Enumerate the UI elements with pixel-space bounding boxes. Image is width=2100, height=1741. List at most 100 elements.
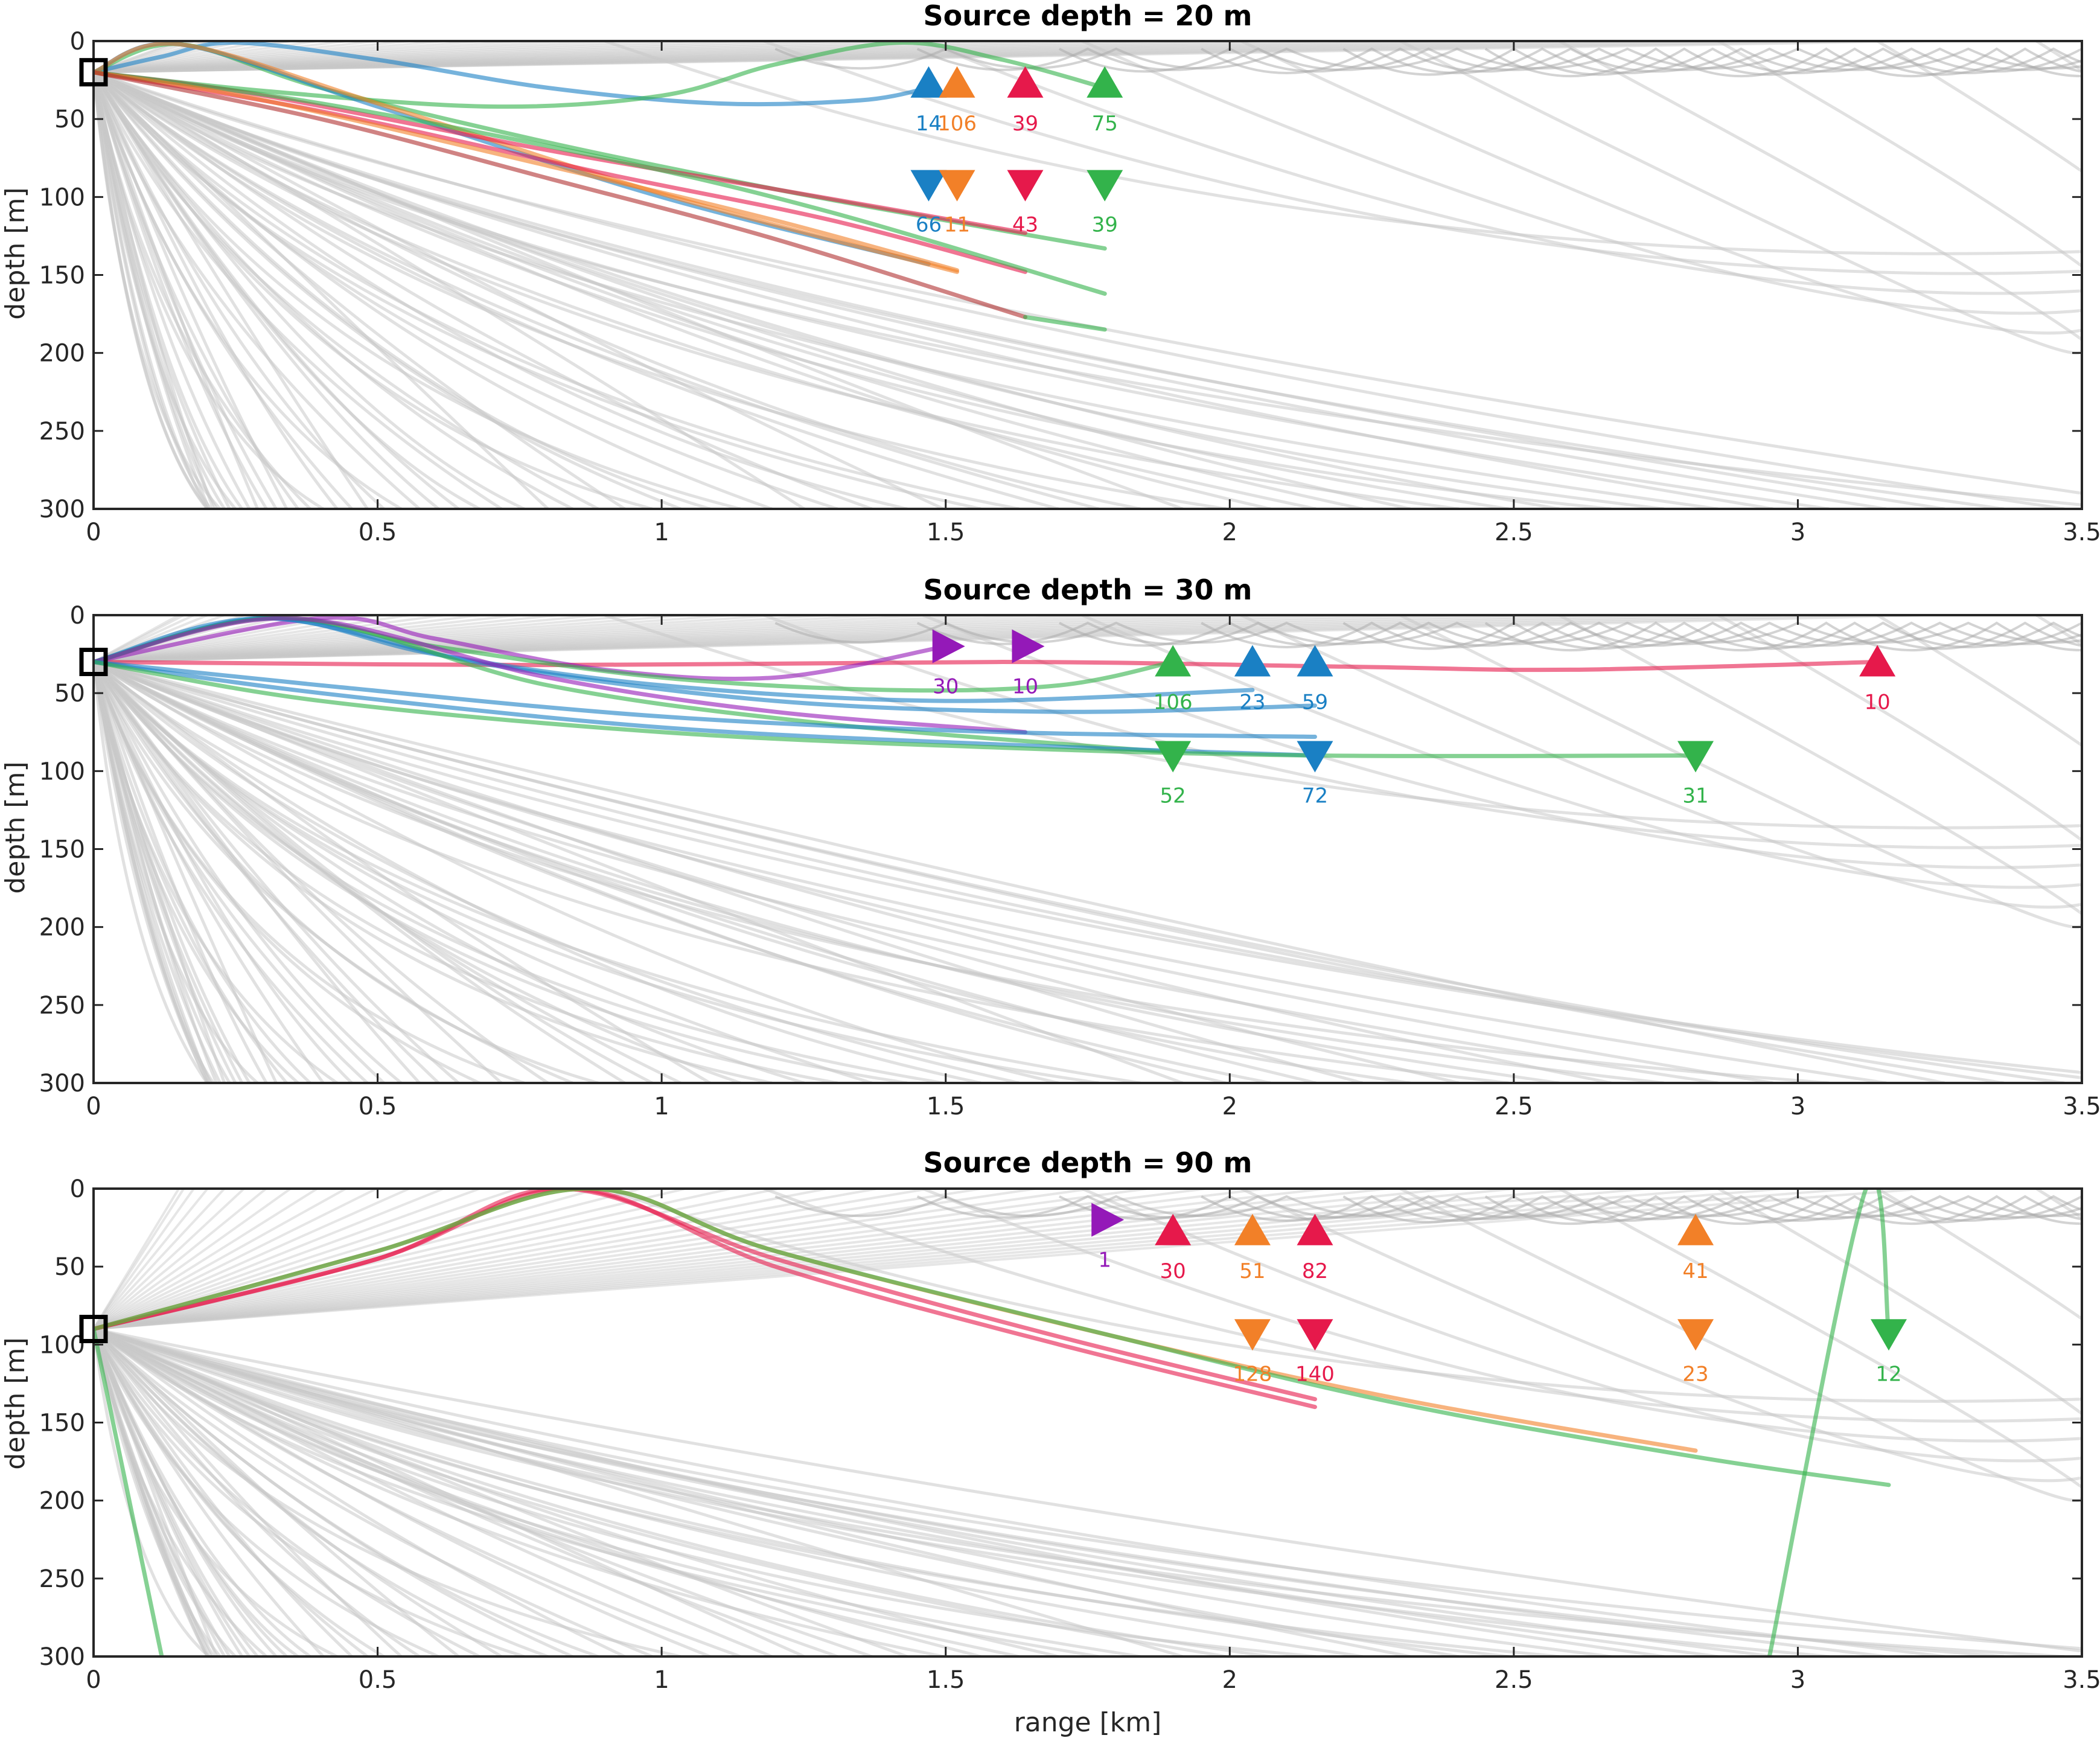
- background-ray: [94, 71, 503, 509]
- background-ray: [94, 1328, 439, 1656]
- background-ray: [94, 1328, 385, 1656]
- background-ray: [94, 660, 1612, 1083]
- background-ray: [94, 1328, 525, 1656]
- background-ray: [94, 1327, 1560, 1656]
- background-ray: [94, 71, 741, 509]
- background-ray: [94, 1189, 318, 1331]
- background-ray: [94, 1327, 1020, 1656]
- receiver-label: 14: [916, 112, 942, 136]
- background-ray: [94, 72, 237, 509]
- background-ray: [94, 1327, 1227, 1656]
- background-ray: [94, 615, 180, 663]
- background-ray: [774, 1195, 2082, 1218]
- background-ray: [1399, 1189, 2082, 1503]
- background-ray: [763, 41, 2082, 275]
- receiver-marker-orange: [1234, 1213, 1271, 1245]
- background-ray: [94, 1189, 444, 1331]
- background-ray: [94, 615, 828, 663]
- y-tick-label: 150: [39, 262, 85, 290]
- background-ray: [94, 1328, 338, 1656]
- background-ray: [1240, 615, 2082, 909]
- background-ray: [94, 1189, 929, 1331]
- background-ray: [1342, 621, 2082, 650]
- receiver-label: 82: [1302, 1259, 1328, 1283]
- background-ray: [1342, 1195, 2082, 1224]
- background-ray: [94, 1189, 209, 1330]
- receiver-label: 41: [1682, 1259, 1708, 1283]
- background-ray: [94, 72, 212, 509]
- x-tick-label: 0: [86, 1666, 101, 1694]
- ray-series: [94, 615, 1880, 758]
- background-ray: [94, 1189, 347, 1331]
- background-ray: [2035, 1189, 2082, 1578]
- background-ray: [94, 71, 1100, 509]
- background-ray: [94, 71, 1719, 509]
- background-ray: [94, 41, 1854, 74]
- background-ray: [94, 71, 2082, 495]
- background-ray: [1717, 41, 2082, 391]
- background-ray: [94, 72, 222, 509]
- receiver-marker-red: [1007, 66, 1044, 98]
- background-ray: [94, 615, 982, 663]
- ray-line-green: [1023, 315, 1107, 332]
- background-ray: [1484, 1195, 2082, 1225]
- background-ray: [94, 71, 2082, 506]
- background-ray: [94, 41, 982, 74]
- background-ray: [94, 71, 1316, 509]
- receiver-marker-red: [1007, 170, 1044, 202]
- receiver-marker-blue: [1297, 741, 1333, 773]
- receiver-marker-orange: [1677, 1213, 1714, 1245]
- background-ray: [94, 660, 1411, 1083]
- background-ray: [94, 1189, 519, 1331]
- background-ray: [94, 1327, 549, 1656]
- background-ray: [94, 1327, 1316, 1656]
- background-ray: [94, 615, 1036, 663]
- y-tick-label: 0: [70, 28, 85, 56]
- background-ray: [1484, 621, 2082, 652]
- background-ray: [1240, 1189, 2082, 1483]
- background-ray: [94, 41, 929, 74]
- background-ray: [94, 661, 838, 1083]
- background-ray: [94, 661, 369, 1083]
- background-ray: [1558, 615, 2082, 945]
- background-ray: [1558, 1189, 2082, 1519]
- panel-source-depth-20: Source depth = 20 m depth [m] 0 0.5 1 1.5 2 2…: [0, 0, 2100, 546]
- receiver-marker-orange: [939, 170, 975, 202]
- background-ray: [94, 1189, 180, 1330]
- y-tick-label: 200: [39, 1487, 85, 1515]
- background-ray: [94, 71, 773, 509]
- receiver-marker-orange: [1234, 1319, 1271, 1351]
- background-ray: [1558, 41, 2082, 371]
- background-ray: [94, 71, 403, 509]
- background-ray: [94, 1189, 480, 1331]
- x-tick-label: 2: [1222, 1093, 1237, 1120]
- background-ray: [1081, 1189, 2082, 1463]
- ray-line-purple: [94, 615, 948, 682]
- x-tick-label: 2: [1222, 1666, 1237, 1694]
- x-tick-label: 1.5: [927, 1093, 965, 1120]
- background-ray: [94, 41, 444, 74]
- ray-line-blue: [94, 660, 1317, 739]
- y-tick-label: 300: [39, 1070, 85, 1097]
- background-ray: [94, 71, 1227, 509]
- receiver-label: 11: [944, 213, 970, 237]
- background-rays: [94, 615, 2082, 1083]
- y-tick-label: 250: [39, 418, 85, 446]
- background-ray: [94, 1189, 779, 1331]
- receiver-marker-green: [1155, 645, 1192, 677]
- x-tick-label: 1: [654, 1093, 669, 1120]
- ray-line-red: [94, 659, 1880, 672]
- background-ray: [774, 47, 2082, 70]
- background-ray: [94, 660, 2005, 1083]
- background-ray: [763, 615, 2082, 849]
- receiver-label: 23: [1239, 691, 1265, 715]
- background-rays: [94, 1189, 2082, 1656]
- background-ray: [94, 615, 1581, 663]
- background-ray: [94, 660, 1141, 1083]
- x-tick-label: 3: [1790, 1666, 1805, 1694]
- ray-line-green: [94, 660, 1698, 758]
- receiver-marker-blue: [1297, 645, 1333, 677]
- ray-line-purple: [94, 616, 1027, 735]
- background-ray: [1240, 41, 2082, 335]
